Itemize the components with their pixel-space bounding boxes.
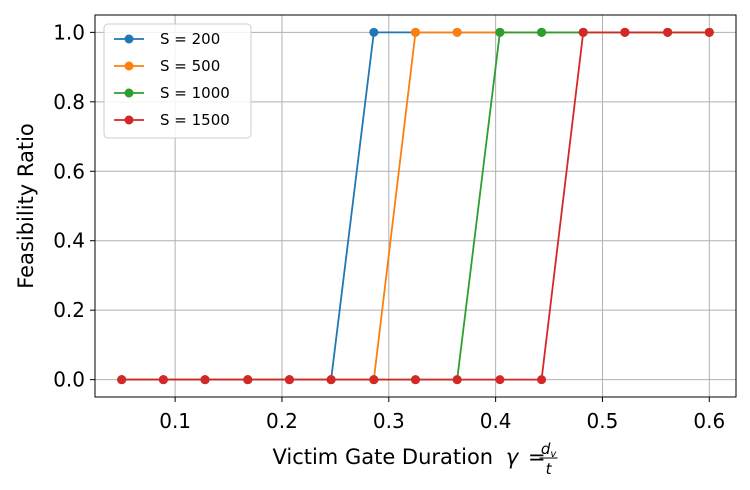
data-point: [117, 375, 127, 385]
legend-marker: [124, 34, 134, 44]
data-point: [620, 27, 630, 37]
data-point: [369, 27, 379, 37]
x-tick-label: 0.3: [373, 409, 405, 433]
legend-marker: [124, 115, 134, 125]
series-layer: [117, 27, 714, 385]
data-point: [663, 27, 673, 37]
fraction-numerator-subscript: v: [550, 449, 557, 460]
y-tick-label: 0.8: [53, 90, 85, 114]
legend-label: S = 1500: [160, 111, 230, 129]
legend-label: S = 1000: [160, 84, 230, 102]
x-axis-label-equals: =: [528, 445, 546, 469]
legend: S = 200 S = 500 S = 1000 S = 1500: [103, 23, 252, 139]
x-tick-label: 0.5: [587, 409, 619, 433]
x-axis-label-symbol: γ: [506, 445, 520, 469]
legend-marker: [124, 88, 134, 98]
plot-frame: [94, 14, 737, 398]
data-point: [452, 27, 462, 37]
data-point: [411, 375, 420, 385]
data-point: [200, 375, 210, 385]
fraction-denominator: t: [546, 460, 553, 478]
y-tick-label: 0.0: [53, 368, 85, 392]
x-tick-label: 0.6: [693, 409, 725, 433]
x-axis-label-fraction: dv t: [539, 440, 558, 478]
data-point: [578, 27, 588, 37]
ticks: 0.1 0.2 0.3 0.4 0.5 0.6 0.0 0.2 0.4 0.6 0.8 1.0: [53, 20, 725, 433]
data-point: [369, 375, 379, 385]
legend-box: [103, 23, 252, 139]
x-tick-label: 0.1: [159, 409, 191, 433]
data-point: [537, 27, 547, 37]
x-axis-label: Victim Gate Duration γ =: [272, 445, 545, 469]
y-tick-label: 0.2: [53, 298, 85, 322]
x-tick-label: 0.4: [480, 409, 512, 433]
y-axis-label: Feasibility Ratio: [14, 123, 38, 289]
data-point: [411, 27, 420, 37]
data-point: [326, 375, 336, 385]
legend-item: S = 1500: [114, 111, 230, 129]
data-point: [495, 375, 505, 385]
legend-item: S = 1000: [114, 84, 230, 102]
data-point: [495, 27, 505, 37]
series-s-1500: [117, 27, 714, 385]
data-point: [158, 375, 168, 385]
data-point: [704, 27, 714, 37]
data-point: [452, 375, 462, 385]
data-point: [537, 375, 547, 385]
data-point: [243, 375, 253, 385]
x-axis-label-text: Victim Gate Duration: [272, 445, 493, 469]
y-tick-label: 1.0: [53, 20, 85, 44]
y-tick-label: 0.4: [53, 229, 85, 253]
legend-label: S = 200: [160, 30, 220, 48]
x-tick-label: 0.2: [266, 409, 298, 433]
fraction-numerator: d: [541, 440, 551, 458]
legend-label: S = 500: [160, 57, 220, 75]
legend-marker: [124, 61, 134, 71]
svg-text:dv: dv: [541, 440, 558, 460]
legend-item: S = 500: [114, 57, 220, 75]
y-tick-label: 0.6: [53, 159, 85, 183]
data-point: [284, 375, 294, 385]
legend-item: S = 200: [114, 30, 220, 48]
